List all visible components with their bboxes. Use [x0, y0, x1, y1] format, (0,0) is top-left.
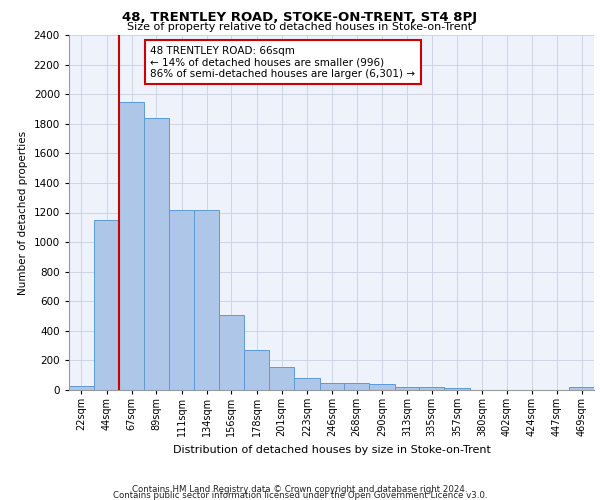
- Bar: [169, 210, 194, 390]
- Bar: [419, 387, 444, 390]
- Text: 48 TRENTLEY ROAD: 66sqm
← 14% of detached houses are smaller (996)
86% of semi-d: 48 TRENTLEY ROAD: 66sqm ← 14% of detache…: [151, 46, 415, 79]
- Bar: [244, 350, 269, 390]
- Text: Size of property relative to detached houses in Stoke-on-Trent: Size of property relative to detached ho…: [127, 22, 473, 32]
- X-axis label: Distribution of detached houses by size in Stoke-on-Trent: Distribution of detached houses by size …: [173, 444, 490, 454]
- Bar: [395, 387, 419, 390]
- Bar: [444, 388, 470, 390]
- Bar: [119, 102, 144, 390]
- Bar: [320, 382, 344, 390]
- Bar: [194, 210, 219, 390]
- Y-axis label: Number of detached properties: Number of detached properties: [18, 130, 28, 294]
- Bar: [269, 367, 294, 390]
- Bar: [94, 220, 119, 390]
- Text: 48, TRENTLEY ROAD, STOKE-ON-TRENT, ST4 8PJ: 48, TRENTLEY ROAD, STOKE-ON-TRENT, ST4 8…: [122, 11, 478, 24]
- Text: Contains HM Land Registry data © Crown copyright and database right 2024.: Contains HM Land Registry data © Crown c…: [132, 484, 468, 494]
- Bar: [294, 378, 320, 390]
- Bar: [144, 118, 169, 390]
- Bar: [569, 387, 594, 390]
- Text: Contains public sector information licensed under the Open Government Licence v3: Contains public sector information licen…: [113, 491, 487, 500]
- Bar: [344, 384, 369, 390]
- Bar: [369, 384, 395, 390]
- Bar: [219, 314, 244, 390]
- Bar: [69, 386, 94, 390]
